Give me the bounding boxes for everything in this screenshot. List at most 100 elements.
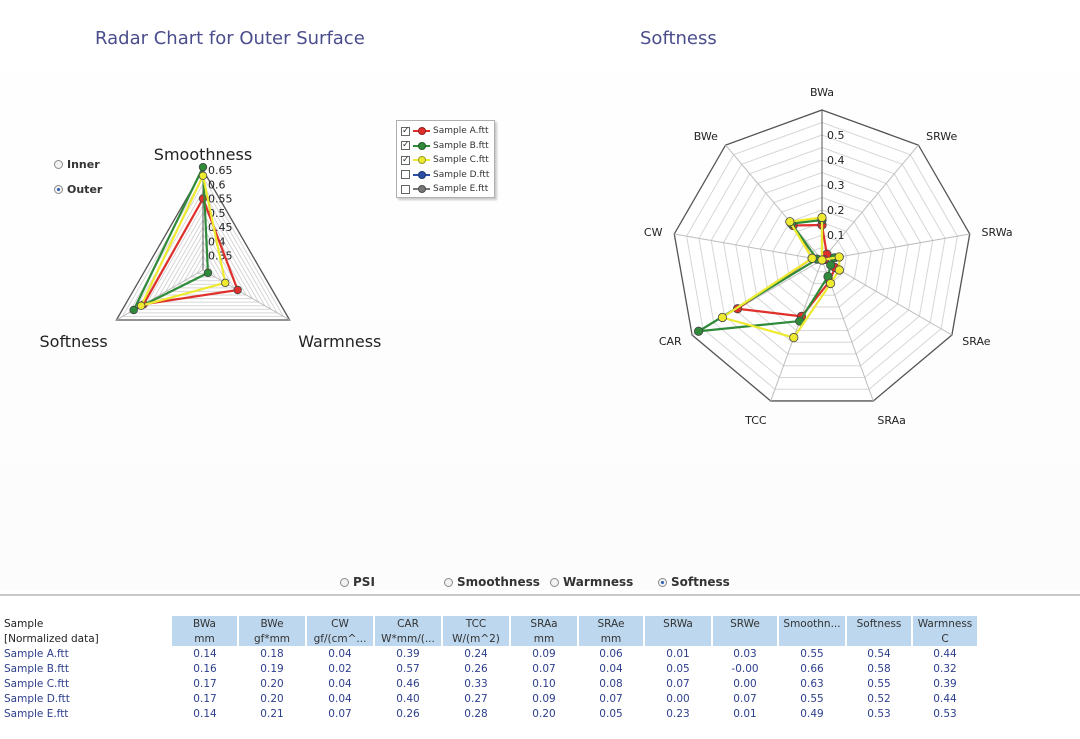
- surface-radio-group: Inner Outer: [54, 158, 102, 196]
- table-column-unit: [644, 631, 713, 646]
- legend-checkbox-sample-a[interactable]: ✓: [401, 125, 410, 136]
- table-column-header[interactable]: SRWe: [712, 616, 779, 631]
- radar-tick-label: 0.5: [827, 129, 845, 142]
- table-column-unit: mm: [578, 631, 645, 646]
- radio-psi-indicator[interactable]: [340, 577, 349, 587]
- legend-item-sample-e[interactable]: Sample E.ftt: [401, 182, 494, 197]
- table-cell: -0.00: [731, 662, 759, 675]
- table-cell: 0.63: [800, 677, 824, 690]
- legend-checkbox-sample-d[interactable]: [401, 170, 410, 180]
- radar-series-line: [132, 166, 210, 312]
- radar-chart-softness: 0.1 0.2 0.3 0.4 0.5 BWa SRWe SRWa SRAe SRAa TCC CAR…: [644, 86, 1013, 427]
- table-unit-row: [Normalized data] mm gf*mm gf/(cm^... W*mm/…: [4, 631, 979, 646]
- radar-data-point: [717, 312, 728, 323]
- legend-item-sample-b[interactable]: ✓ Sample B.ftt: [401, 139, 494, 154]
- table-column-header[interactable]: BWe: [238, 616, 307, 631]
- radar-grid-ring: [759, 196, 885, 320]
- legend-checkbox-sample-b[interactable]: ✓: [401, 140, 410, 151]
- table-cell: 0.23: [666, 707, 690, 720]
- table-column-header[interactable]: Softness: [846, 616, 913, 631]
- radio-inner-indicator[interactable]: [54, 160, 63, 169]
- table-cell: 0.19: [260, 662, 284, 675]
- radar-axis-label: SRAa: [877, 414, 905, 427]
- legend-item-sample-d[interactable]: Sample D.ftt: [401, 168, 494, 183]
- radio-outer[interactable]: Outer: [54, 183, 102, 196]
- table-cell: 0.10: [532, 677, 556, 690]
- radar-data-point: [221, 278, 230, 288]
- table-column-header[interactable]: TCC: [442, 616, 511, 631]
- radar-grid-ring: [177, 240, 229, 285]
- table-cell: 0.07: [599, 692, 623, 705]
- table-cell: 0.53: [867, 707, 891, 720]
- legend-checkbox-sample-e[interactable]: [401, 184, 410, 194]
- table-row[interactable]: Sample E.ftt 0.14 0.21 0.07 0.26 0.28 0.20 0.05…: [4, 706, 978, 721]
- radar-grid-ring: [698, 134, 946, 378]
- table-column-header[interactable]: CAR: [374, 616, 443, 631]
- legend-swatch-sample-a: [413, 127, 430, 136]
- legend-item-sample-a[interactable]: ✓ Sample A.ftt: [401, 124, 494, 139]
- radio-smoothness-label: Smoothness: [457, 575, 540, 589]
- table-row[interactable]: Sample A.ftt 0.14 0.18 0.04 0.39 0.24 0.09 0.06…: [4, 646, 978, 661]
- radar-data-point: [233, 285, 242, 295]
- legend-swatch-sample-e: [413, 185, 430, 194]
- table-column-header[interactable]: SRWa: [644, 616, 713, 631]
- radar-tick-label: 0.1: [827, 229, 845, 242]
- table-column-header[interactable]: SRAe: [578, 616, 645, 631]
- table-row[interactable]: Sample D.ftt 0.17 0.20 0.04 0.40 0.27 0.09 0.07…: [4, 691, 978, 706]
- radar-chart-outer-surface: 0.350.40.450.50.550.60.65SmoothnessWarmn…: [40, 145, 382, 351]
- radio-softness[interactable]: Softness: [658, 575, 730, 589]
- table-column-header[interactable]: Warmness: [912, 616, 979, 631]
- right-chart-title: Softness: [640, 28, 717, 49]
- radar-grid-ring: [183, 247, 223, 282]
- radar-grid-ring: [165, 226, 241, 292]
- radar-grid-ring: [127, 183, 279, 314]
- radio-psi[interactable]: PSI: [340, 575, 375, 589]
- table-cell: 0.09: [532, 692, 556, 705]
- table-row-sample-name: Sample D.ftt: [4, 692, 70, 705]
- legend-item-sample-c[interactable]: ✓ Sample C.ftt: [401, 153, 494, 168]
- table-column-unit: C: [912, 631, 979, 646]
- radio-inner[interactable]: Inner: [54, 158, 102, 171]
- table-column-unit: [846, 631, 913, 646]
- radio-warmness-label: Warmness: [563, 575, 634, 589]
- radio-outer-indicator[interactable]: [54, 185, 63, 194]
- legend-label-sample-e: Sample E.ftt: [433, 184, 489, 195]
- table-cell: 0.54: [867, 647, 891, 660]
- table-row[interactable]: Sample B.ftt 0.16 0.19 0.02 0.57 0.26 0.07 0.04…: [4, 661, 978, 676]
- panel-divider: [0, 594, 1080, 596]
- radio-inner-label: Inner: [67, 158, 100, 171]
- table-column-header[interactable]: Smoothn...: [778, 616, 847, 631]
- radar-spoke: [821, 233, 970, 261]
- table-cell: 0.39: [933, 677, 957, 690]
- table-column-header[interactable]: CW: [306, 616, 375, 631]
- table-cell: 0.14: [193, 707, 217, 720]
- table-column-header[interactable]: SRAa: [510, 616, 579, 631]
- radar-data-point: [203, 268, 213, 278]
- table-cell: 0.07: [532, 662, 556, 675]
- radio-softness-indicator[interactable]: [658, 577, 667, 587]
- radar-spoke: [725, 144, 823, 261]
- table-cell: 0.49: [800, 707, 824, 720]
- radio-smoothness-indicator[interactable]: [444, 577, 453, 587]
- radar-axis-label: TCC: [744, 414, 767, 427]
- table-row-sample-name: Sample B.ftt: [4, 662, 69, 675]
- radar-axis-label: SRWa: [982, 226, 1013, 239]
- radio-warmness-indicator[interactable]: [550, 577, 559, 587]
- table-row-sample-name: Sample E.ftt: [4, 707, 69, 720]
- table-cell: 0.32: [933, 662, 957, 675]
- radar-grid-ring: [195, 261, 211, 275]
- table-cell: 0.07: [666, 677, 690, 690]
- radar-data-point: [834, 265, 844, 275]
- legend-checkbox-sample-c[interactable]: ✓: [401, 154, 410, 165]
- table-row[interactable]: Sample C.ftt 0.17 0.20 0.04 0.46 0.33 0.10 0.08…: [4, 676, 978, 691]
- radar-data-point: [825, 278, 836, 289]
- table-cell: 0.02: [328, 662, 352, 675]
- radio-smoothness[interactable]: Smoothness: [444, 575, 540, 589]
- table-header-sample: Sample: [4, 617, 44, 630]
- radio-warmness[interactable]: Warmness: [550, 575, 633, 589]
- legend-label-sample-b: Sample B.ftt: [433, 140, 489, 151]
- radar-grid-ring: [134, 190, 272, 310]
- table-cell: 0.21: [260, 707, 284, 720]
- table-column-header[interactable]: BWa: [172, 616, 239, 631]
- table-cell: 0.66: [800, 662, 824, 675]
